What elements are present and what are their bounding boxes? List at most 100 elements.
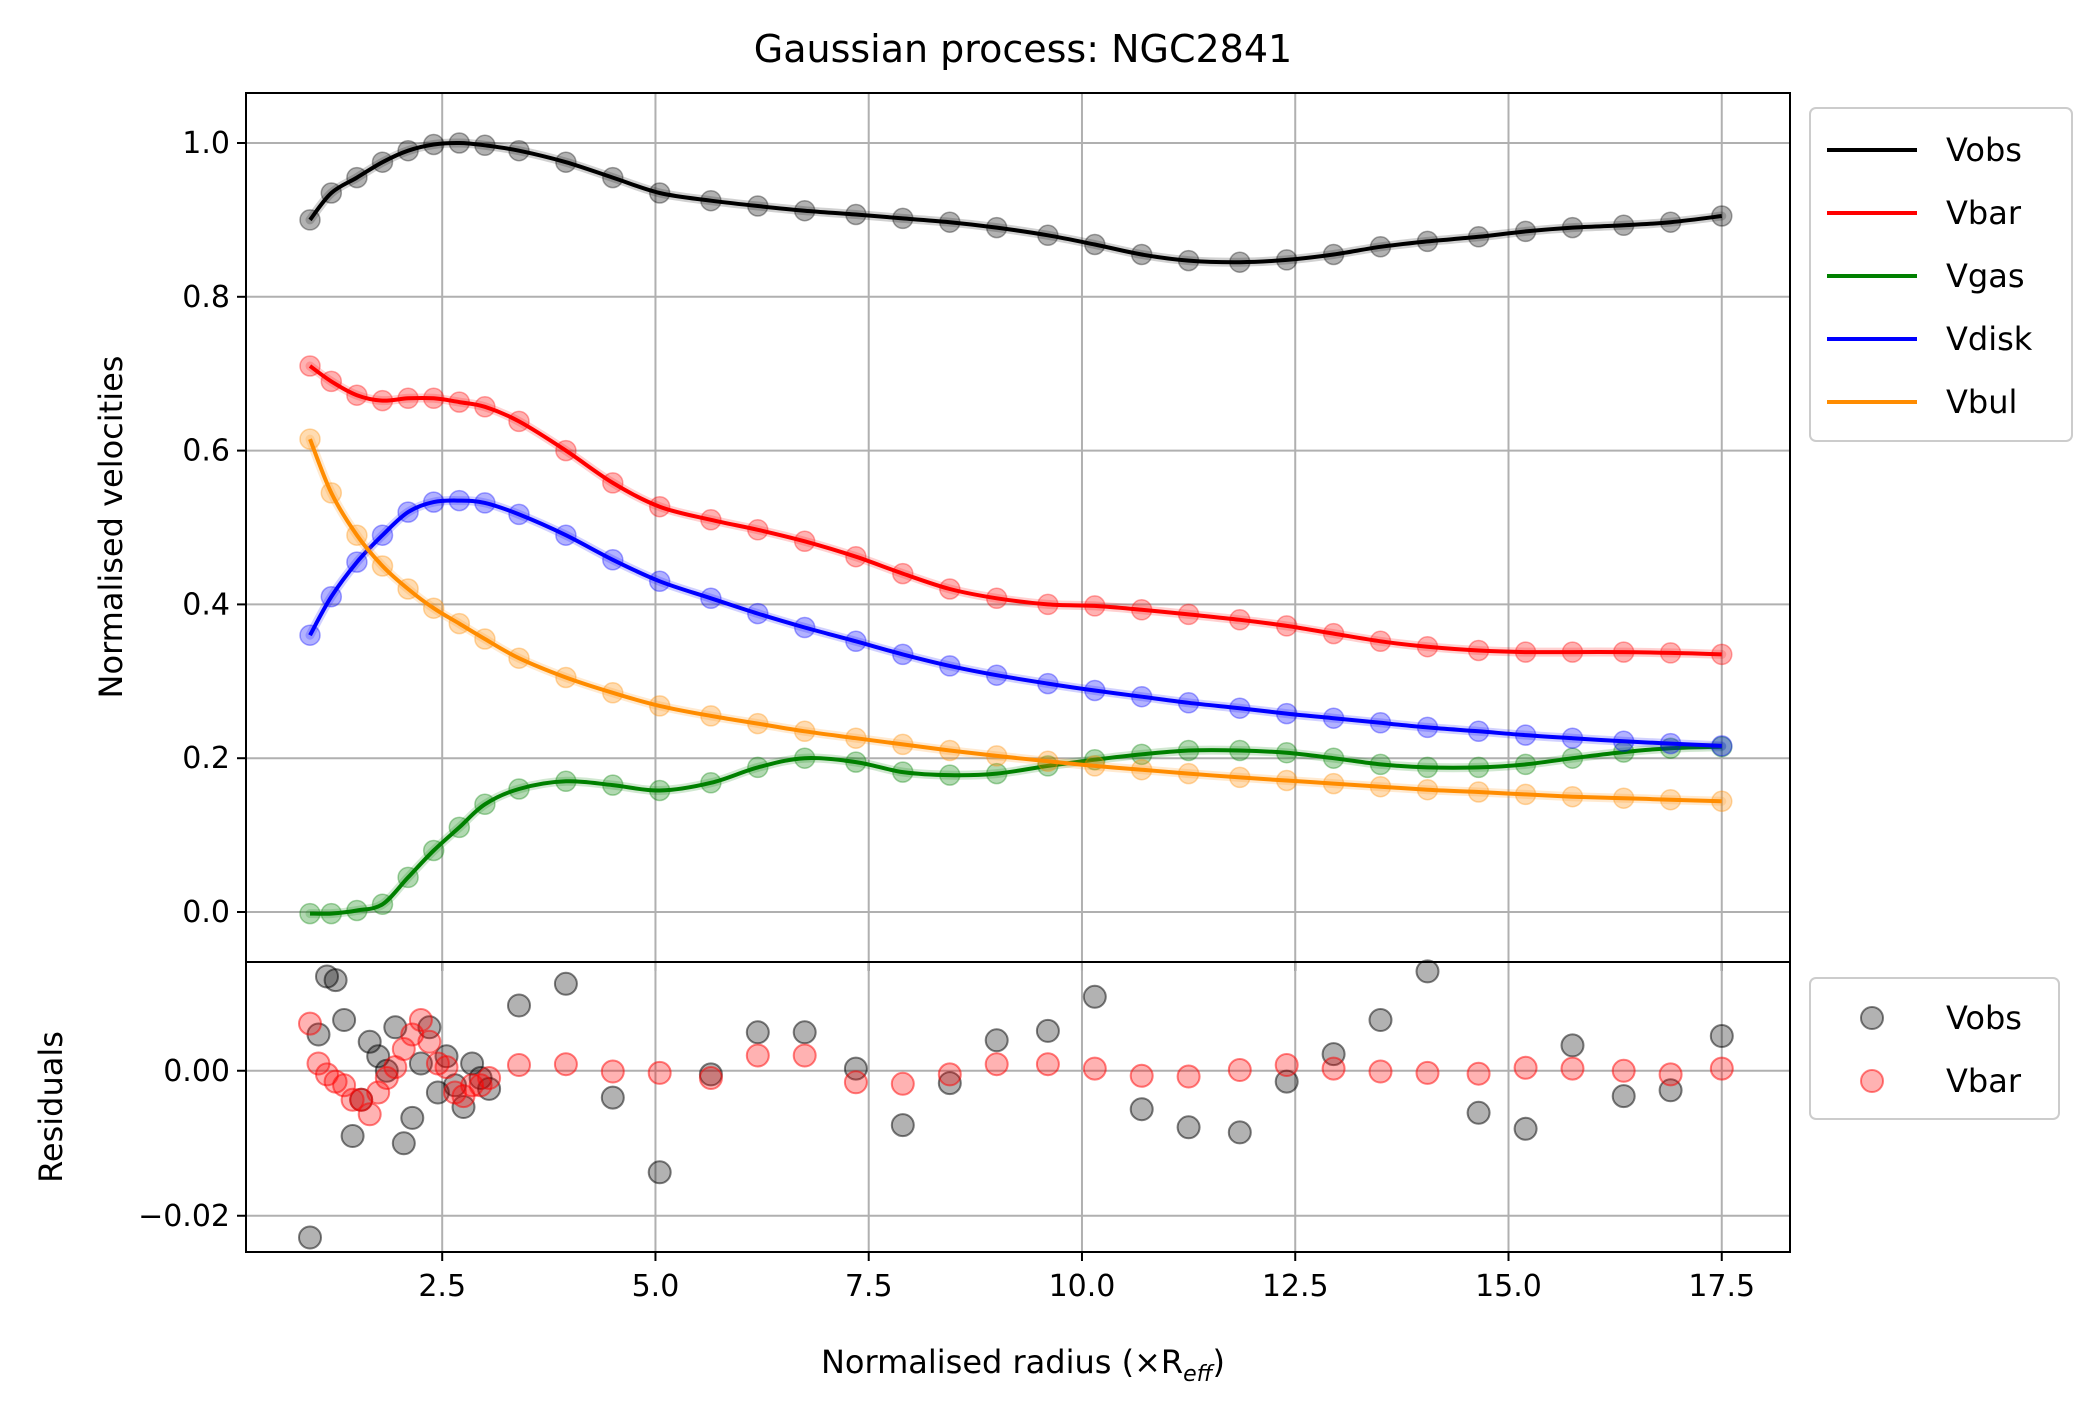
residual-vbar-point [1415,1060,1440,1085]
series-vdisk [299,489,1733,757]
x-axis-label: Normalised radius (×Reff) [821,1343,1225,1387]
bottom-x-tick-label: 10.0 [1049,1269,1116,1304]
residual-vbar-point [553,1052,578,1077]
residual-vbar-point [1321,1056,1346,1081]
residual-vbar-point [391,1037,416,1061]
residual-vbar-point [417,1029,442,1054]
top-y-tick-label: 0.2 [182,741,230,776]
x-axis-label-suffix: ) [1213,1343,1225,1381]
top-grid [246,93,1790,962]
residual-vobs-point [357,1029,382,1054]
bottom-y-axis-label: Residuals [32,1031,70,1183]
residual-vobs-point [1082,984,1107,1009]
bottom-x-tick-label: 15.0 [1475,1269,1542,1304]
bottom-y-tick-label: −0.02 [138,1199,230,1234]
bottom-y-tick-label: 0.00 [163,1054,230,1089]
residual-vbar-point [937,1062,962,1087]
residual-vbar-point [745,1043,770,1068]
residual-vobs-point [1560,1033,1585,1058]
series-vbul-line [308,438,1722,804]
residual-vobs-point [647,1160,672,1185]
top-y-tick-label: 0.0 [182,895,230,930]
series-vgas [299,735,1733,925]
residual-vbar-point [1709,1056,1734,1081]
top-y-tick-label: 0.4 [182,587,230,622]
bottom-grid [246,962,1790,1252]
residual-vobs-point [890,1113,915,1138]
legend-residual-vbar-swatch [1860,1069,1884,1093]
legend-top-box [1809,107,2073,442]
residual-vbar-point [792,1043,817,1068]
residual-vobs-point [1129,1097,1154,1122]
residual-vobs-point [408,1051,433,1076]
residual-vobs-point [792,1020,817,1045]
residual-vbar-point [1176,1064,1201,1089]
legend-bottom: Vobs Vbar [1809,977,2060,1120]
residual-vbar-point [1274,1053,1299,1077]
series-vbul [299,428,1733,813]
residual-vobs-point [1176,1115,1201,1140]
top-y-axis-label: Normalised velocities [92,356,130,699]
residual-series-vbar [298,1008,1734,1127]
top-y-tick-label: 0.8 [182,280,230,315]
residual-vobs-point [1415,959,1440,984]
residual-vbar-point [984,1052,1009,1077]
residual-vbar-point [600,1059,625,1084]
residual-vobs-point [507,993,531,1018]
legend-vbul-label: Vbul [1946,383,2017,421]
residual-vbar-point [1466,1061,1491,1086]
residual-vbar-point [1129,1063,1154,1088]
residual-vobs-point [1368,1008,1393,1032]
bottom-x-tick-label: 7.5 [845,1269,893,1304]
bottom-x-tick-label: 5.0 [632,1269,680,1304]
legend-vdisk-label: Vdisk [1946,320,2033,358]
residual-vobs-point [340,1124,365,1148]
bottom-x-tick-label: 2.5 [418,1269,466,1304]
residual-vbar-point [507,1053,531,1077]
residual-vobs-point [745,1020,770,1045]
legend-vbar-label: Vbar [1946,194,2022,232]
series-vbar [299,355,1733,666]
residual-vobs-point [391,1131,416,1156]
residual-vobs-point [1611,1084,1636,1109]
residual-vobs-point [553,971,578,996]
residual-vbar-point [1560,1056,1585,1081]
top-y-tick-label: 1.0 [182,126,230,161]
residual-vbar-point [332,1073,357,1098]
residual-vobs-point [366,1044,391,1069]
residual-vobs-point [1227,1120,1252,1145]
residual-vbar-point [298,1011,322,1036]
residual-vobs-point [323,968,348,993]
residual-vbar-point [890,1071,915,1096]
residual-vobs-point [984,1028,1009,1053]
residual-vbar-point [357,1102,382,1127]
top-y-tick-label: 0.6 [182,434,230,469]
residual-vobs-point [298,1225,322,1250]
bottom-series-group [298,959,1734,1250]
bottom-panel: −0.02 0.00 2.5 5.0 7.5 10.0 12.5 15.0 17.5 Resi… [32,959,1791,1387]
residual-vobs-point [332,1008,357,1032]
residual-vobs-point [1466,1100,1491,1125]
residual-vbar-point [698,1066,723,1090]
residual-vbar-point [340,1087,365,1112]
residual-vbar-point [647,1060,672,1085]
top-series-group [299,132,1733,925]
residual-vobs-point [1513,1116,1538,1141]
bottom-x-ticks: 2.5 5.0 7.5 10.0 12.5 15.0 17.5 [418,1252,1755,1304]
legend-bottom-box [1809,977,2060,1120]
residual-vobs-point [843,1056,868,1081]
residual-vbar-point [1658,1062,1683,1087]
legend-residual-vobs-label: Vobs [1946,999,2022,1037]
legend-residual-vobs-swatch [1860,1006,1884,1030]
legend-top: Vobs Vbar Vgas Vdisk Vbul [1809,107,2073,442]
legend-residual-vbar-label: Vbar [1946,1062,2022,1100]
residual-vobs-point [1274,1069,1299,1094]
x-axis-label-main: Normalised radius (×R [821,1343,1183,1381]
bottom-x-tick-label: 12.5 [1262,1269,1329,1304]
residual-vbar-point [1368,1059,1393,1084]
bottom-y-ticks: −0.02 0.00 [138,1054,246,1234]
residual-vbar-point [477,1066,502,1090]
residual-vbar-point [366,1080,391,1105]
residual-vbar-point [1513,1055,1538,1080]
